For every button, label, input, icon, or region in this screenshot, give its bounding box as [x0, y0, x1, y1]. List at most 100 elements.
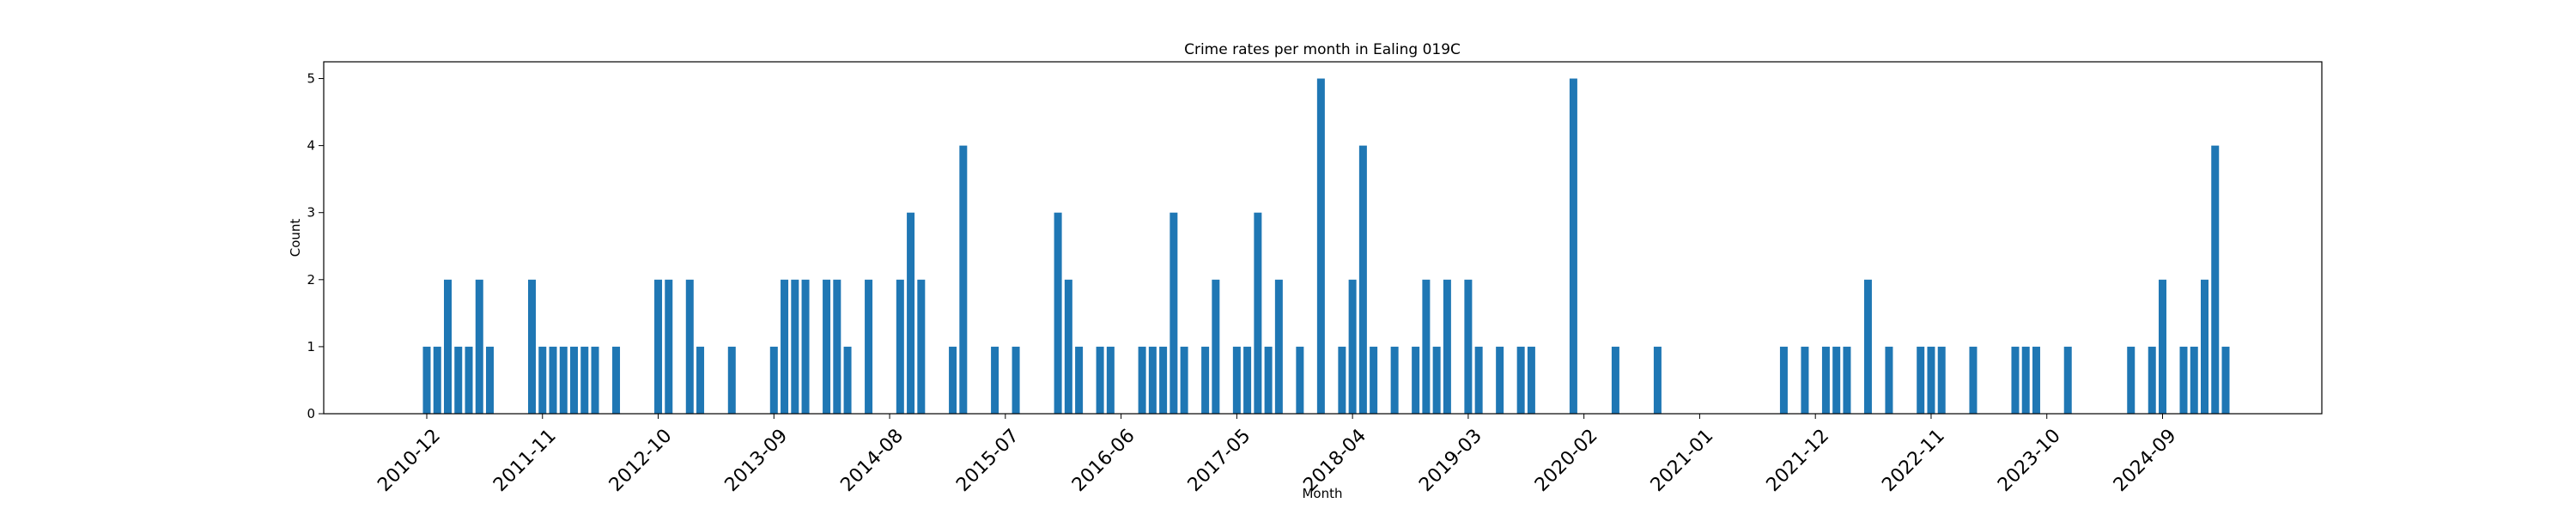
bar-2011-10 [528, 279, 537, 414]
bar-2012-10 [654, 279, 663, 414]
bar-2015-08 [1012, 346, 1020, 414]
plot-area-frame [323, 61, 2323, 415]
bar-2012-01 [559, 346, 568, 414]
bar-2012-04 [591, 346, 599, 414]
bar-2024-11 [2179, 346, 2188, 414]
bar-2014-10 [907, 212, 915, 414]
bar-2024-06 [2127, 346, 2136, 414]
bar-2016-08 [1138, 346, 1146, 414]
bar-2011-05 [475, 279, 483, 414]
bar-2015-06 [991, 346, 999, 414]
bar-2022-01 [1821, 346, 1830, 414]
bar-2022-02 [1832, 346, 1841, 414]
bar-2024-08 [2148, 346, 2156, 414]
bar-2013-05 [727, 346, 736, 414]
bar-2012-02 [570, 346, 579, 414]
bar-2016-04 [1096, 346, 1104, 414]
bar-2022-03 [1843, 346, 1851, 414]
bar-2017-11 [1296, 346, 1304, 414]
bar-2017-03 [1212, 279, 1220, 414]
bar-2015-03 [959, 145, 968, 414]
bar-2021-11 [1801, 346, 1809, 414]
bar-2018-01 [1316, 78, 1325, 415]
bar-2023-09 [2032, 346, 2040, 414]
bar-2012-06 [612, 346, 621, 414]
y-tick-label: 5 [307, 71, 315, 87]
y-tick-label: 3 [307, 205, 315, 221]
bar-2013-02 [696, 346, 705, 414]
bar-2019-08 [1516, 346, 1525, 414]
bar-2017-06 [1243, 346, 1252, 414]
y-tick-label: 2 [307, 272, 315, 288]
bar-2013-12 [801, 279, 810, 414]
bar-2018-12 [1432, 346, 1441, 414]
bar-2012-11 [665, 279, 673, 414]
bar-2018-08 [1390, 346, 1399, 414]
bar-2015-12 [1054, 212, 1062, 414]
bar-2010-12 [422, 346, 431, 414]
bar-2016-09 [1148, 346, 1157, 414]
y-tick-label: 4 [307, 138, 315, 154]
bar-2014-02 [823, 279, 831, 414]
bar-2022-10 [1917, 346, 1925, 414]
bar-2020-09 [1653, 346, 1662, 414]
x-axis-label: Month [1302, 486, 1342, 501]
bar-2011-02 [444, 279, 452, 414]
bar-2016-10 [1159, 346, 1168, 414]
bar-2013-11 [791, 279, 799, 414]
y-axis-ticks: 0 1 2 3 4 5 [307, 71, 324, 421]
bar-2022-05 [1863, 279, 1872, 414]
bar-2016-02 [1075, 346, 1084, 414]
bar-2023-08 [2021, 346, 2030, 414]
bar-2022-07 [1885, 346, 1893, 414]
bar-2016-11 [1170, 212, 1178, 414]
bar-2015-02 [949, 346, 957, 414]
y-axis-label: Count [288, 219, 303, 258]
bar-2011-06 [486, 346, 495, 414]
bar-2021-09 [1779, 346, 1788, 414]
bar-2011-03 [454, 346, 463, 414]
bar-2017-09 [1274, 279, 1283, 414]
bar-2014-04 [843, 346, 852, 414]
bar-2013-01 [685, 279, 694, 414]
bar-2016-05 [1106, 346, 1115, 414]
bar-2019-03 [1464, 279, 1473, 414]
y-tick-label: 1 [307, 339, 315, 354]
bar-2011-11 [538, 346, 547, 414]
bar-2019-06 [1496, 346, 1504, 414]
bar-2023-03 [1969, 346, 1978, 414]
bar-2017-05 [1232, 346, 1241, 414]
bar-2019-09 [1527, 346, 1535, 414]
bar-2016-01 [1064, 279, 1072, 414]
bar-2025-02 [2211, 145, 2220, 414]
bar-2018-05 [1358, 145, 1367, 414]
bar-2014-03 [833, 279, 841, 414]
bar-2011-12 [549, 346, 557, 414]
bar-2013-10 [781, 279, 789, 414]
bar-2014-06 [865, 279, 873, 414]
y-tick-label: 0 [307, 406, 315, 421]
bar-2018-06 [1370, 346, 1378, 414]
bar-2025-01 [2201, 279, 2208, 414]
bar-2022-11 [1927, 346, 1935, 414]
bar-2013-09 [769, 346, 778, 414]
bar-2018-03 [1338, 346, 1346, 414]
bar-2023-12 [2063, 346, 2072, 414]
bar-2022-12 [1937, 346, 1946, 414]
bar-2017-02 [1201, 346, 1210, 414]
bar-2020-01 [1569, 78, 1577, 415]
bar-2014-09 [896, 279, 904, 414]
bar-2019-04 [1474, 346, 1483, 414]
bar-2020-05 [1611, 346, 1619, 414]
bar-2014-11 [917, 279, 926, 414]
bar-2025-03 [2221, 346, 2230, 414]
bars-group [422, 78, 2230, 415]
bar-2023-07 [2011, 346, 2020, 414]
bar-2012-03 [580, 346, 589, 414]
bar-2018-04 [1348, 279, 1357, 414]
bar-2011-01 [433, 346, 441, 414]
chart-title: Crime rates per month in Ealing 019C [1184, 41, 1461, 58]
bar-2024-12 [2190, 346, 2198, 414]
